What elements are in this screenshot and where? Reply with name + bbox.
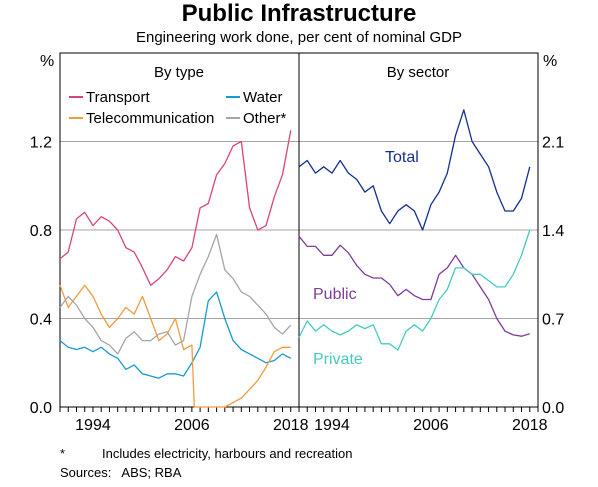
x-tick-label: 1994 — [314, 417, 350, 434]
chart-title: Public Infrastructure — [182, 0, 417, 27]
y-tick-label-left: 1.2 — [30, 135, 52, 152]
legend-label-other: Other* — [243, 110, 287, 127]
series-label-total: Total — [385, 149, 419, 166]
line-private — [298, 229, 531, 351]
line-transport — [59, 130, 292, 286]
y-tick-label-left: 0.8 — [30, 223, 52, 240]
left-axis-unit: % — [40, 53, 54, 70]
line-telecommunication — [59, 284, 291, 408]
y-tick-label-left: 0.4 — [30, 312, 52, 329]
series-label-public: Public — [313, 286, 357, 303]
x-tick-label: 2018 — [273, 417, 309, 434]
right-axis-unit: % — [543, 53, 557, 70]
panel-title-by-sector: By sector — [387, 64, 450, 81]
series-label-private: Private — [313, 351, 363, 368]
legend-label-transport: Transport — [86, 89, 150, 106]
y-tick-label-right: 1.4 — [542, 223, 564, 240]
footnote: Includes electricity, harbours and recre… — [102, 446, 353, 461]
x-tick-label: 2006 — [174, 417, 210, 434]
legend: Transport Water Telecommunication Other* — [69, 89, 287, 127]
x-tick-label: 1994 — [75, 417, 111, 434]
footnote-marker: * — [60, 446, 65, 461]
legend-label-water: Water — [243, 89, 282, 106]
y-tick-label-right: 0.0 — [542, 400, 564, 417]
right-y-tick-labels: 0.0 0.7 1.4 2.1 — [542, 135, 564, 418]
line-public — [298, 235, 530, 337]
legend-label-telecommunication: Telecommunication — [86, 110, 214, 127]
chart-subtitle: Engineering work done, per cent of nomin… — [136, 29, 462, 46]
x-tick-label: 2018 — [512, 417, 548, 434]
y-tick-label-right: 0.7 — [542, 312, 564, 329]
panel-title-by-type: By type — [154, 64, 204, 81]
y-tick-label-left: 0.0 — [30, 400, 52, 417]
y-tick-label-right: 2.1 — [542, 135, 564, 152]
line-total — [298, 109, 531, 231]
line-other — [59, 233, 292, 355]
left-y-tick-labels: 0.0 0.4 0.8 1.2 — [30, 135, 52, 418]
x-tick-label: 2006 — [413, 417, 449, 434]
sources: Sources: ABS; RBA — [60, 465, 182, 480]
line-water — [59, 291, 292, 379]
x-axis: 1994 2006 2018 1994 2006 2018 — [59, 407, 548, 434]
series-lines — [59, 109, 531, 408]
